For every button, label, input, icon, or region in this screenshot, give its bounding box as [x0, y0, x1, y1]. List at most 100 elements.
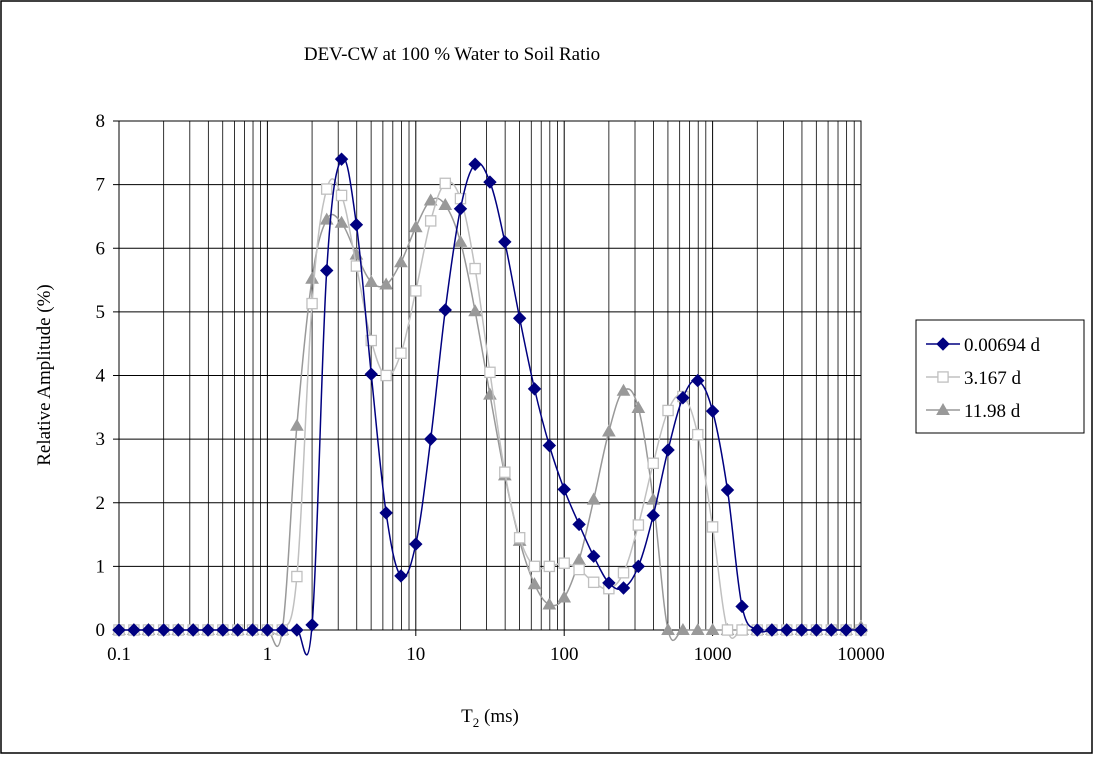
data-point — [439, 177, 452, 190]
data-point — [231, 623, 245, 637]
data-point — [320, 263, 334, 278]
data-point — [394, 255, 408, 268]
data-point — [423, 432, 438, 446]
x-tick-label: 10000 — [837, 644, 885, 665]
data-point — [364, 367, 378, 381]
legend-label: 0.00694 d — [964, 335, 1041, 356]
data-point — [423, 193, 438, 206]
data-point — [469, 262, 481, 275]
x-tick-label: 1 — [263, 644, 273, 665]
data-point — [186, 623, 200, 637]
data-point — [720, 483, 735, 497]
data-point — [602, 424, 616, 437]
data-point — [572, 517, 586, 532]
data-point — [616, 581, 631, 595]
y-tick-label: 2 — [96, 493, 106, 514]
y-axis-label: Relative Amplitude (%) — [34, 284, 55, 466]
data-point — [794, 623, 809, 637]
data-point — [839, 623, 853, 637]
data-point — [736, 624, 748, 636]
data-point — [468, 304, 482, 317]
legend-item: 3.167 d — [926, 368, 1022, 389]
data-point — [617, 566, 630, 579]
x-axis-label: T2 (ms) — [461, 706, 519, 730]
data-point — [809, 623, 824, 637]
data-point — [409, 537, 423, 551]
data-point — [260, 623, 275, 637]
data-point — [334, 152, 349, 166]
data-point — [586, 492, 601, 505]
data-point — [646, 508, 660, 523]
y-tick-label: 7 — [96, 175, 106, 196]
data-point — [558, 557, 570, 569]
data-point — [706, 521, 719, 533]
data-point — [334, 215, 349, 228]
x-tick-label: 100 — [550, 644, 579, 665]
legend-item: 11.98 d — [926, 401, 1021, 422]
x-axis-label-unit: (ms) — [479, 706, 519, 727]
y-tick-label: 6 — [96, 238, 106, 259]
data-point — [690, 622, 705, 635]
data-point — [528, 560, 541, 573]
data-point — [438, 197, 453, 210]
data-point — [408, 220, 423, 233]
data-point — [380, 369, 392, 382]
legend: 0.00694 d 3.167 d 11.98 d — [915, 319, 1085, 434]
data-point — [542, 597, 557, 610]
data-point — [705, 404, 720, 418]
data-point — [365, 334, 378, 347]
data-point — [780, 623, 794, 637]
data-point — [291, 570, 303, 583]
data-point — [306, 297, 318, 310]
data-point — [735, 599, 749, 614]
x-axis-ticks: 0.1 1 10 100 1000 10000 — [107, 630, 885, 665]
data-point — [573, 563, 585, 576]
data-point — [631, 400, 646, 413]
data-point — [557, 482, 571, 497]
data-point — [290, 623, 304, 637]
data-point — [765, 623, 779, 637]
data-point — [721, 624, 734, 636]
data-point — [305, 271, 319, 284]
y-tick-label: 0 — [96, 620, 106, 641]
data-point — [632, 519, 645, 531]
data-point — [453, 234, 468, 247]
y-tick-label: 1 — [96, 556, 106, 577]
x-tick-label: 10 — [406, 644, 425, 665]
data-point — [543, 560, 556, 573]
data-point — [349, 218, 364, 232]
data-point — [453, 202, 468, 216]
data-point — [379, 506, 393, 520]
data-point — [201, 623, 215, 637]
data-point — [156, 623, 171, 637]
data-point — [676, 391, 690, 405]
legend-label: 11.98 d — [964, 401, 1021, 422]
data-point — [127, 623, 141, 637]
data-point — [112, 623, 126, 637]
y-axis-ticks: 0 1 2 3 4 5 6 7 8 — [96, 111, 119, 641]
data-point — [661, 443, 675, 457]
y-tick-label: 5 — [96, 302, 106, 323]
data-point — [691, 373, 705, 388]
data-point — [424, 215, 437, 227]
data-point — [631, 559, 646, 574]
data-point — [468, 157, 482, 171]
data-point — [824, 623, 839, 637]
x-tick-label: 1000 — [694, 644, 732, 665]
legend-marker — [937, 371, 949, 383]
data-point — [854, 623, 868, 637]
data-point — [379, 277, 393, 290]
data-point — [499, 466, 511, 478]
data-point — [394, 569, 408, 583]
data-point — [647, 457, 659, 470]
data-series — [112, 152, 868, 656]
data-point — [750, 623, 764, 637]
x-axis-label-subscript: 2 — [473, 715, 480, 730]
data-point — [557, 590, 572, 603]
series-1 — [112, 152, 868, 656]
legend-marker — [936, 402, 950, 415]
data-point — [705, 622, 720, 635]
legend-label: 3.167 d — [964, 368, 1022, 389]
data-point — [364, 274, 379, 287]
data-point — [662, 404, 674, 417]
